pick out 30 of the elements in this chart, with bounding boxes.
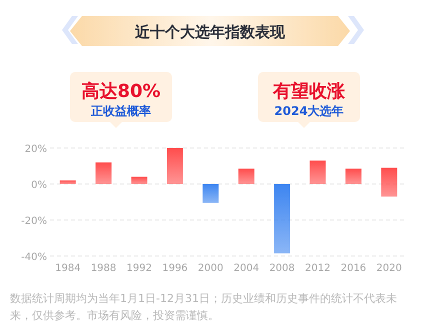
bar (310, 160, 326, 184)
x-tick-label: 2016 (340, 263, 366, 274)
x-tick-label: 2020 (376, 263, 402, 274)
text: 数据统计周期均为当年1月1日-12月31日；历史业绩和历史事件的统计不代表未来，仅供参考。市场有风险，投资需谨慎。 (10, 291, 398, 324)
y-tick-label: 20% (24, 144, 47, 155)
chart-title: 近十个大选年指数表现 (134, 23, 286, 41)
x-tick-label: 1992 (126, 263, 152, 274)
x-tick-label: 2012 (305, 263, 330, 274)
bar (96, 162, 112, 184)
x-tick-label: 1984 (55, 263, 81, 274)
x-tick-label: 2008 (269, 263, 295, 274)
x-tick-label: 2000 (198, 263, 224, 274)
bar (345, 168, 362, 184)
text: 高达80% (81, 81, 161, 102)
x-tick-label: 2004 (234, 263, 260, 274)
text: 有望收涨 (272, 81, 346, 102)
text: 正收益概率 (90, 104, 151, 118)
y-tick-label: -20% (21, 216, 47, 227)
bar (381, 168, 398, 197)
bar (131, 176, 148, 184)
text: 2024大选年 (274, 104, 344, 118)
y-tick-label: -40% (21, 252, 47, 263)
y-tick-label: 0% (31, 180, 47, 191)
bar (166, 148, 183, 184)
bar (202, 184, 219, 203)
bar (238, 168, 254, 184)
bar (274, 184, 290, 254)
x-tick-label: 1988 (90, 263, 116, 274)
x-tick-label: 1996 (162, 263, 188, 274)
bar (60, 180, 76, 184)
